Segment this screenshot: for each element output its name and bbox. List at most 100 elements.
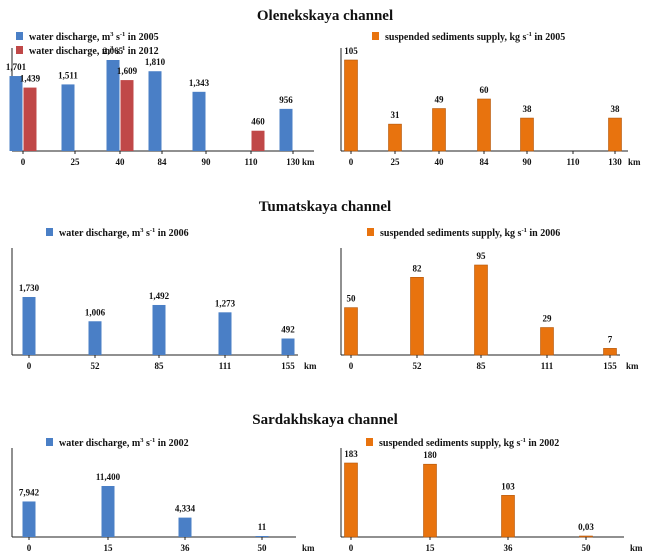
data-label: 0,03 [578, 522, 594, 532]
data-label: 4,334 [175, 504, 196, 514]
x-tick-label: 155 [603, 361, 617, 371]
data-label: 11 [258, 522, 267, 532]
bar [388, 123, 402, 152]
bar [88, 321, 102, 355]
data-label: 7,942 [19, 487, 40, 497]
x-tick-label: 90 [523, 157, 533, 167]
data-label: 31 [391, 110, 401, 120]
x-tick-label: 111 [541, 361, 554, 371]
x-tick-label: 0 [349, 543, 354, 551]
legend-entry: water discharge, m3 s-1 in 2012 [29, 45, 159, 57]
bar [432, 108, 446, 152]
bar [477, 98, 491, 152]
bar [255, 536, 269, 537]
bar [251, 130, 265, 151]
data-label: 82 [413, 263, 423, 273]
x-tick-label: 85 [477, 361, 487, 371]
data-label: 1,439 [20, 74, 41, 84]
data-label: 180 [423, 450, 437, 460]
data-label: 1,273 [215, 298, 236, 308]
legend-entry: suspended sediments supply, kg s-1 in 20… [385, 31, 565, 43]
legend-swatch [16, 46, 23, 54]
section-title-olenekskaya: Olenekskaya channel [257, 8, 393, 24]
x-tick-label: 84 [158, 157, 168, 167]
chart-panel-3: suspended sediments supply, kg s-1 in 20… [340, 227, 639, 371]
bar [540, 327, 554, 356]
x-tick-label: 0 [349, 157, 354, 167]
data-label: 50 [347, 294, 357, 304]
x-tick-label: 40 [116, 157, 126, 167]
bar [218, 312, 232, 355]
data-label: 11,400 [96, 472, 121, 482]
legend-entry: suspended sediments supply, kg s-1 in 20… [380, 227, 560, 239]
x-unit-label: km [630, 543, 643, 551]
x-tick-label: 130 [286, 157, 300, 167]
bar [423, 463, 437, 538]
bar [61, 84, 75, 151]
x-unit-label: km [302, 543, 315, 551]
x-tick-label: 40 [435, 157, 445, 167]
data-label: 95 [477, 251, 487, 261]
x-tick-label: 0 [27, 543, 32, 551]
legend-swatch [367, 228, 374, 236]
data-label: 1,701 [6, 62, 27, 72]
bar [608, 117, 622, 152]
chart-panels: water discharge, m3 s-1 in 2005 water dis… [6, 31, 643, 551]
x-unit-label: km [304, 361, 317, 371]
bar [192, 91, 206, 151]
data-label: 1,609 [117, 66, 138, 76]
data-label: 49 [435, 95, 445, 105]
legend-swatch [46, 438, 53, 446]
legend-entry: water discharge, m3 s-1 in 2006 [59, 227, 189, 239]
data-label: 2,065 [103, 46, 124, 56]
bar [344, 307, 358, 356]
x-tick-label: 0 [27, 361, 32, 371]
bar [120, 80, 134, 151]
section-title-sardakhskaya: Sardakhskaya channel [252, 412, 397, 428]
x-tick-label: 52 [91, 361, 101, 371]
data-label: 7 [608, 334, 613, 344]
x-tick-label: 85 [155, 361, 165, 371]
bar [501, 495, 515, 538]
data-label: 1,492 [149, 291, 170, 301]
x-tick-label: 130 [608, 157, 622, 167]
bar [22, 297, 36, 355]
x-tick-label: 36 [504, 543, 514, 551]
x-tick-label: 50 [582, 543, 592, 551]
bar [152, 304, 166, 355]
data-label: 956 [279, 95, 293, 105]
x-tick-label: 52 [413, 361, 423, 371]
bar [106, 60, 120, 151]
x-tick-label: 84 [480, 157, 490, 167]
x-tick-label: 15 [426, 543, 436, 551]
data-label: 1,343 [189, 78, 210, 88]
data-label: 29 [543, 314, 553, 324]
bar [281, 338, 295, 355]
bar [410, 277, 424, 356]
bar [520, 117, 534, 152]
x-unit-label: km [628, 157, 641, 167]
x-tick-label: 0 [349, 361, 354, 371]
chart-panel-1: suspended sediments supply, kg s-1 in 20… [340, 31, 641, 167]
x-unit-label: km [302, 157, 315, 167]
bar [9, 76, 23, 151]
data-label: 38 [611, 104, 621, 114]
bar [279, 108, 293, 151]
x-tick-label: 155 [281, 361, 295, 371]
bar [22, 501, 36, 537]
x-tick-label: 111 [219, 361, 232, 371]
x-tick-label: 25 [391, 157, 401, 167]
chart-panel-5: suspended sediments supply, kg s-1 in 20… [340, 437, 643, 551]
data-label: 183 [344, 449, 358, 459]
data-label: 492 [281, 325, 295, 335]
bar [23, 87, 37, 151]
data-label: 1,810 [145, 57, 166, 67]
legend-entry: water discharge, m3 s-1 in 2005 [29, 31, 159, 43]
data-label: 103 [501, 481, 515, 491]
x-tick-label: 36 [181, 543, 191, 551]
data-label: 60 [480, 85, 490, 95]
data-label: 38 [523, 104, 533, 114]
x-tick-label: 110 [566, 157, 580, 167]
section-title-tumatskaya: Tumatskaya channel [259, 199, 391, 215]
bar [344, 462, 358, 538]
